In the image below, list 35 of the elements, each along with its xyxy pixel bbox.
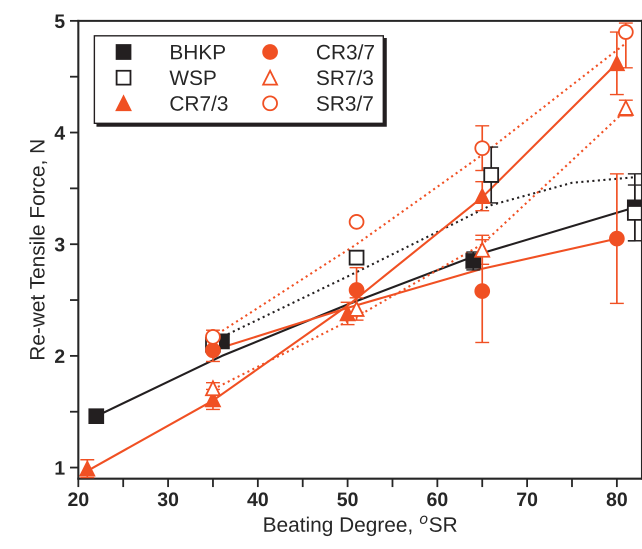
y-tick-label: 4 xyxy=(54,126,66,140)
point xyxy=(474,188,490,204)
y-tick-label: 1 xyxy=(56,461,65,475)
point xyxy=(348,250,364,266)
legend-label: CR3/7 xyxy=(316,44,374,60)
x-tick-label: 40 xyxy=(247,492,268,506)
point xyxy=(474,242,490,258)
y-tick-label: 2 xyxy=(54,349,64,363)
legend-label: CR7/3 xyxy=(170,96,228,111)
y-axis-title: Re-wet Tensile Force, N xyxy=(29,140,48,360)
legend-label: SR3/7 xyxy=(316,96,373,111)
legend-label: WSP xyxy=(169,70,216,86)
point xyxy=(348,282,364,298)
point xyxy=(626,205,642,221)
y-tick-label: 3 xyxy=(54,238,64,252)
point xyxy=(474,283,490,299)
point xyxy=(483,167,500,183)
x-tick-label: 60 xyxy=(427,492,448,506)
point xyxy=(348,214,364,230)
y-tick-label: 5 xyxy=(54,14,65,28)
point xyxy=(88,408,104,424)
x-tick-label: 20 xyxy=(68,492,88,506)
legend-label: BHKP xyxy=(171,44,226,60)
x-tick-label: 50 xyxy=(337,492,358,506)
point xyxy=(618,24,634,40)
x-tick-label: 80 xyxy=(606,492,627,506)
x-axis-title: Beating Degree, $^{o}$SR xyxy=(264,516,457,536)
point xyxy=(205,329,221,345)
x-tick-label: 70 xyxy=(517,492,538,506)
point xyxy=(609,230,625,246)
point xyxy=(609,55,625,72)
x-tick-label: 30 xyxy=(158,492,178,506)
point xyxy=(474,140,490,156)
legend-label: SR7/3 xyxy=(316,70,373,86)
point xyxy=(205,342,221,358)
